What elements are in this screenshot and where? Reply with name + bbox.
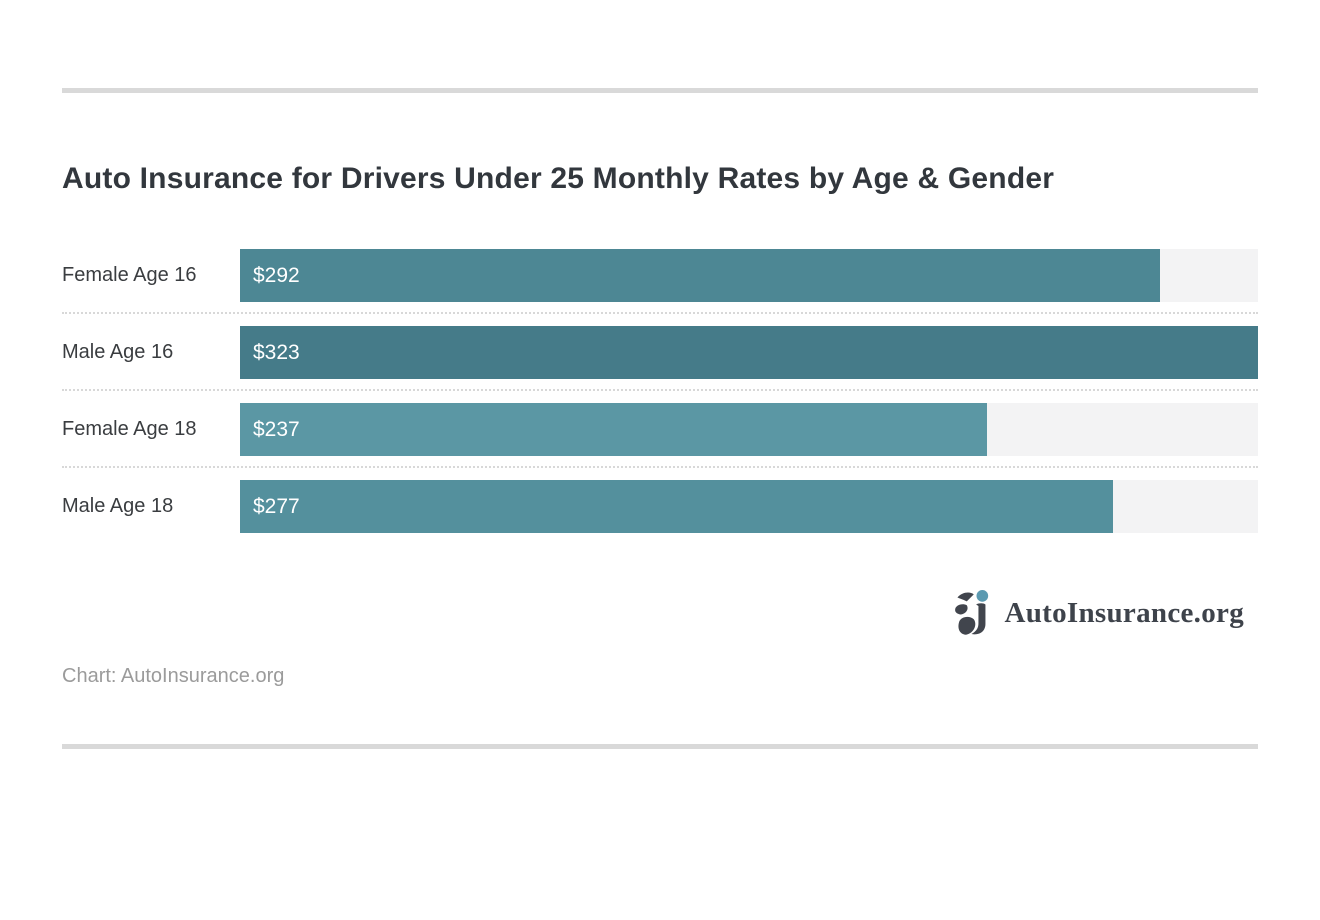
bar: $277 xyxy=(240,480,1114,533)
bar: $237 xyxy=(240,403,987,456)
logo-text: AutoInsurance.org xyxy=(1004,596,1244,629)
bar-value-label: $292 xyxy=(253,263,300,287)
category-label: Female Age 16 xyxy=(62,264,197,286)
bar-value-label: $277 xyxy=(253,494,300,518)
bar-track: $277 xyxy=(240,480,1258,533)
bar: $323 xyxy=(240,326,1258,379)
top-divider xyxy=(62,88,1258,93)
chart-row: Male Age 16 $323 xyxy=(62,326,1258,379)
logo: AutoInsurance.org xyxy=(62,587,1258,639)
chart-row: Male Age 18 $277 xyxy=(62,480,1258,533)
autoinsurance-logo-icon xyxy=(955,590,989,635)
bar-track: $237 xyxy=(240,403,1258,456)
bottom-divider xyxy=(62,744,1258,749)
row-separator xyxy=(62,389,1258,391)
chart-attribution: Chart: AutoInsurance.org xyxy=(62,665,285,687)
bar-value-label: $237 xyxy=(253,417,300,441)
bar: $292 xyxy=(240,249,1161,302)
category-label: Male Age 18 xyxy=(62,495,174,517)
bar-chart: Female Age 16 $292 Male Age 16 $323 Female A… xyxy=(62,249,1258,533)
bar-track: $292 xyxy=(240,249,1258,302)
bar-value-label: $323 xyxy=(253,340,300,364)
chart-row: Female Age 18 $237 xyxy=(62,403,1258,456)
bar-track: $323 xyxy=(240,326,1258,379)
row-separator xyxy=(62,312,1258,314)
category-label: Female Age 18 xyxy=(62,418,197,440)
row-separator xyxy=(62,466,1258,468)
logo-dot xyxy=(976,590,989,602)
chart-title: Auto Insurance for Drivers Under 25 Mont… xyxy=(62,162,1055,195)
category-label: Male Age 16 xyxy=(62,341,174,363)
chart-row: Female Age 16 $292 xyxy=(62,249,1258,302)
page: Auto Insurance for Drivers Under 25 Mont… xyxy=(0,88,1320,920)
